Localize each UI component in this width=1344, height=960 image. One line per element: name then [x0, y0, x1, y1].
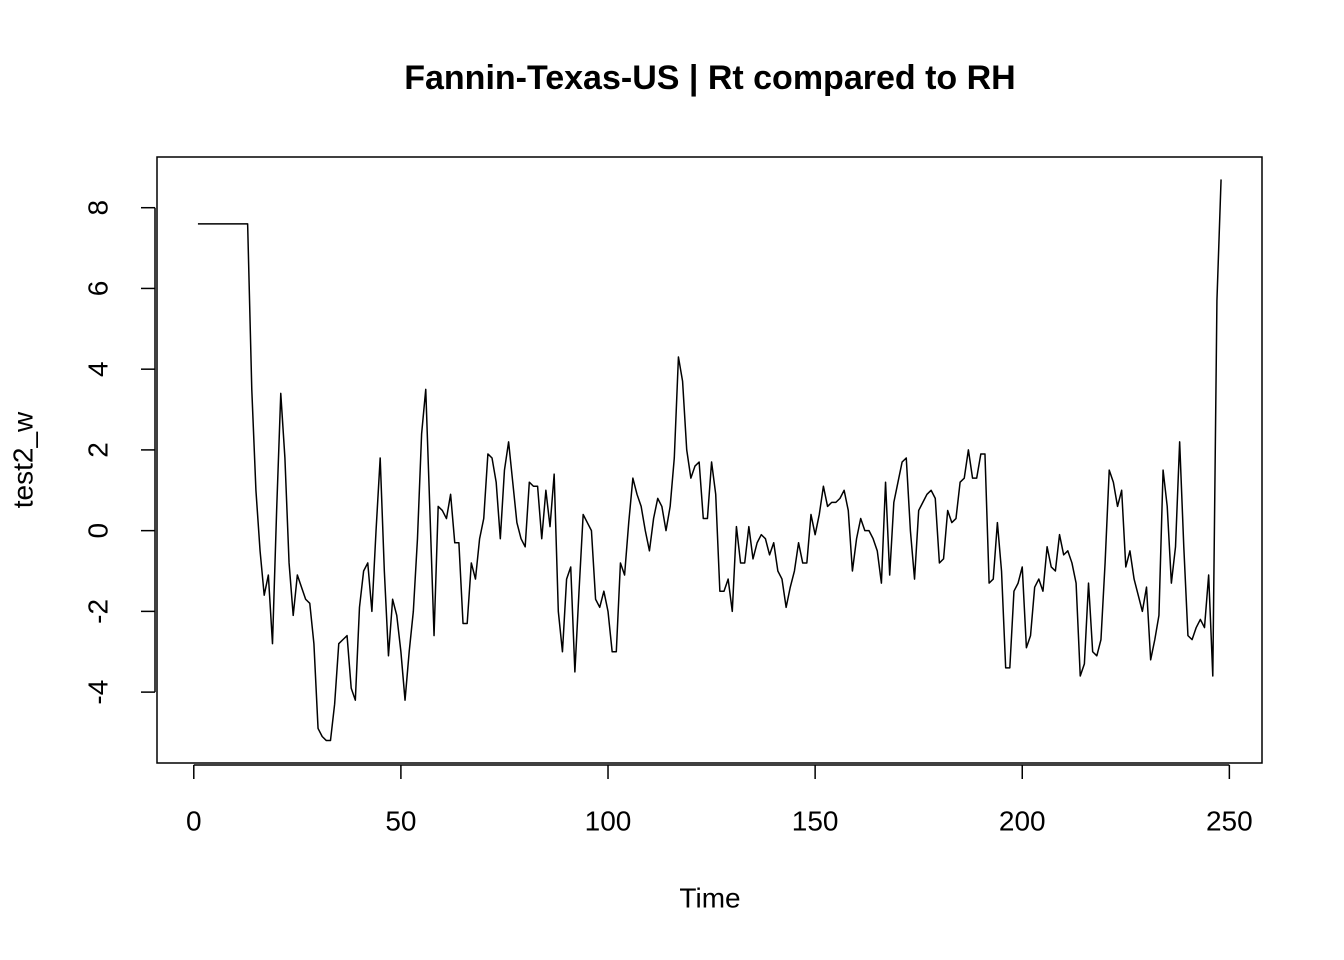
plot-box [156, 156, 1263, 764]
x-tick-label: 100 [585, 805, 632, 836]
y-tick-label: 6 [82, 281, 113, 297]
y-tick-label: -4 [82, 680, 113, 705]
data-line [197, 179, 1222, 742]
x-tick-label: 200 [999, 805, 1046, 836]
x-axis-label: Time [679, 882, 740, 913]
y-axis-label: test2_w [7, 411, 38, 508]
y-tick-label: 0 [82, 523, 113, 539]
chart-title: Fannin-Texas-US | Rt compared to RH [404, 59, 1016, 97]
x-tick-label: 250 [1206, 805, 1253, 836]
y-tick-label: 8 [82, 200, 113, 216]
x-tick-label: 50 [385, 805, 416, 836]
y-tick-label: 4 [82, 361, 113, 377]
x-tick-label: 0 [186, 805, 202, 836]
y-tick-label: -2 [82, 599, 113, 624]
x-tick-label: 150 [792, 805, 839, 836]
y-tick-label: 2 [82, 442, 113, 458]
